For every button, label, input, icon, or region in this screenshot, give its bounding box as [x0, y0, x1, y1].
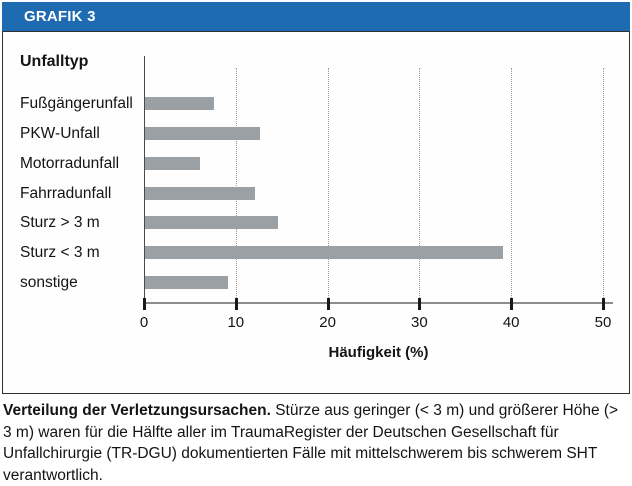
- x-tick-label-10: 10: [227, 314, 245, 331]
- category-label: Motorradunfall: [20, 155, 120, 172]
- bar: [145, 187, 255, 200]
- x-tick-label-30: 30: [411, 314, 428, 331]
- category-label: sonstige: [20, 274, 78, 291]
- x-tick-50: [602, 298, 605, 310]
- y-axis-line: [144, 56, 145, 304]
- x-tick-label-0: 0: [139, 314, 149, 331]
- category-label: Fußgängerunfall: [20, 95, 133, 112]
- figure-caption: Verteilung der Verletzungsursachen. Stür…: [3, 400, 630, 486]
- gridline-30: [419, 68, 421, 302]
- x-axis-line: [144, 302, 613, 304]
- gridline-20: [327, 68, 329, 302]
- bar: [145, 127, 260, 140]
- category-label: PKW-Unfall: [20, 125, 100, 142]
- x-tick-10: [234, 298, 238, 310]
- gridline-10: [235, 68, 237, 302]
- gridline-40: [511, 68, 513, 302]
- category-label: Sturz > 3 m: [20, 214, 100, 231]
- bar: [145, 276, 228, 289]
- category-label: Fahrradunfall: [20, 185, 112, 202]
- bar-chart: Unfalltyp Häufigkeit (%) 0 10 20 30 40 50 Fußg…: [2, 31, 630, 394]
- x-tick-20: [326, 298, 330, 310]
- caption-lead: Verteilung der Verletzungsursachen.: [3, 402, 271, 419]
- category-label: Sturz < 3 m: [20, 244, 100, 261]
- bar: [145, 246, 503, 259]
- bar: [145, 157, 200, 170]
- bar: [145, 216, 278, 229]
- x-tick-label-50: 50: [594, 314, 612, 331]
- x-tick-label-40: 40: [502, 314, 520, 331]
- x-axis-label: Häufigkeit (%): [328, 344, 429, 361]
- x-tick-0: [143, 298, 146, 310]
- gridline-50: [603, 68, 604, 302]
- x-tick-40: [510, 298, 514, 310]
- x-tick-30: [418, 298, 422, 310]
- bar: [145, 97, 214, 110]
- x-tick-label-20: 20: [319, 314, 336, 331]
- figure-header: GRAFIK 3: [2, 2, 630, 31]
- figure-title: GRAFIK 3: [24, 8, 96, 25]
- y-axis-title: Unfalltyp: [20, 53, 89, 70]
